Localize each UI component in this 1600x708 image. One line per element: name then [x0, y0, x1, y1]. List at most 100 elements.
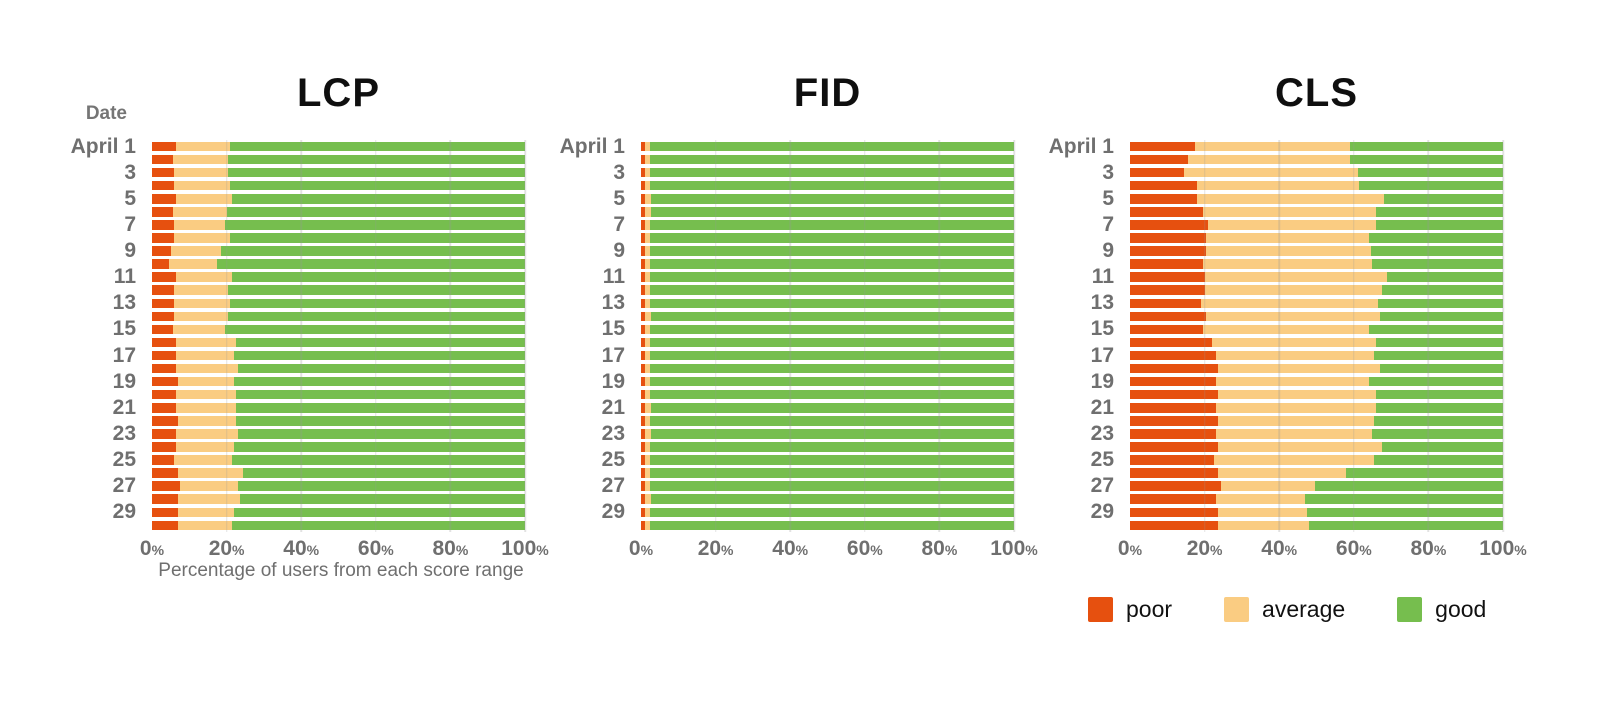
stacked-bar — [1130, 154, 1503, 165]
bar-segment-good — [234, 376, 525, 387]
stacked-bar — [1130, 468, 1503, 478]
bar-row — [152, 454, 525, 467]
y-tick-label: 27 — [601, 474, 625, 498]
bar-segment-average — [176, 272, 233, 282]
stacked-bar — [152, 376, 525, 387]
bar-segment-good — [234, 442, 525, 452]
bar-row — [1130, 258, 1503, 271]
bar-segment-poor — [641, 167, 645, 178]
bar-segment-average — [644, 403, 651, 413]
bar-segment-poor — [1130, 350, 1216, 361]
bar-segment-poor — [1130, 376, 1216, 387]
x-tick-label: 40% — [283, 537, 320, 560]
bar-segment-poor — [152, 429, 177, 439]
bar-segment-poor — [1130, 429, 1216, 439]
x-tick-label: 60% — [357, 537, 394, 560]
bar-segment-average — [176, 389, 236, 400]
y-tick-label: 3 — [1102, 160, 1114, 184]
bar-segment-average — [176, 350, 235, 361]
bar-segment-good — [649, 285, 1014, 295]
stacked-bar — [152, 389, 525, 400]
bar-segment-poor — [152, 403, 177, 413]
stacked-bar-plot-fid: 0% 20% 40% 60% 80% 100% — [629, 140, 1038, 560]
bar-row — [152, 218, 525, 231]
bar-row — [152, 388, 525, 401]
bar-row — [152, 310, 525, 323]
bar-row — [641, 414, 1014, 427]
bar-segment-good — [1376, 389, 1503, 400]
stacked-bar — [152, 194, 525, 204]
bar-segment-average — [644, 246, 650, 256]
bar-segment-poor — [1130, 468, 1218, 478]
bar-segment-poor — [1130, 272, 1205, 282]
stacked-bar — [1130, 194, 1503, 204]
bar-segment-poor — [152, 233, 175, 243]
bar-segment-average — [1206, 246, 1371, 256]
bar-row — [152, 205, 525, 218]
bar-segment-poor — [152, 167, 175, 178]
bar-segment-poor — [1130, 259, 1203, 269]
bar-segment-poor — [1130, 481, 1222, 491]
y-tick-label: 7 — [124, 212, 136, 236]
bar-segment-good — [1381, 442, 1503, 452]
y-tick-label: 13 — [601, 291, 625, 315]
y-tick-label: 17 — [601, 343, 625, 367]
bar-segment-good — [649, 154, 1014, 165]
y-tick-label: 13 — [1090, 291, 1114, 315]
bar-segment-average — [1221, 481, 1315, 491]
stacked-bar — [1130, 337, 1503, 348]
y-tick-label: 9 — [1102, 239, 1114, 263]
bar-row — [641, 454, 1014, 467]
y-tick-label: 29 — [601, 500, 625, 524]
bar-segment-poor — [641, 141, 645, 152]
stacked-bar — [1130, 520, 1503, 531]
bar-segment-good — [649, 389, 1014, 400]
y-tick-label: 21 — [112, 395, 136, 419]
bar-segment-good — [1376, 403, 1503, 413]
bar-segment-good — [650, 403, 1014, 413]
bar-row — [152, 467, 525, 480]
stacked-bar — [641, 442, 1014, 452]
bar-segment-average — [1217, 468, 1347, 478]
bar-segment-good — [649, 481, 1014, 491]
bar-segment-good — [1376, 220, 1503, 230]
bar-segment-good — [237, 429, 525, 439]
bar-row — [1130, 140, 1503, 153]
y-tick-label: 5 — [124, 186, 136, 210]
y-tick-label: 5 — [613, 186, 625, 210]
bar-segment-poor — [1130, 311, 1207, 322]
bar-segment-average — [644, 481, 650, 491]
bar-segment-average — [1184, 167, 1358, 178]
bar-segment-average — [644, 389, 650, 400]
y-tick-label: 11 — [602, 265, 625, 289]
bar-segment-poor — [1130, 324, 1203, 335]
y-tick-label: 23 — [1090, 422, 1114, 445]
bar-segment-average — [176, 429, 238, 439]
bar-segment-good — [232, 455, 525, 465]
bar-segment-good — [234, 350, 525, 361]
bar-segment-good — [1359, 180, 1503, 191]
stacked-bar — [152, 468, 525, 478]
bar-segment-good — [650, 507, 1014, 518]
stacked-bar — [641, 180, 1014, 191]
bar-segment-average — [174, 220, 225, 230]
stacked-bar — [1130, 324, 1503, 335]
stacked-bar — [152, 298, 525, 309]
bar-segment-average — [644, 298, 650, 309]
stacked-bar — [641, 298, 1014, 309]
bar-segment-good — [1346, 468, 1503, 478]
bar-row — [641, 375, 1014, 388]
bar-segment-good — [230, 298, 525, 309]
x-axis-title: Percentage of users from each score rang… — [158, 560, 524, 581]
bar-segment-good — [650, 272, 1014, 282]
bar-segment-good — [1307, 507, 1503, 518]
y-tick-label: 25 — [1090, 448, 1114, 472]
stacked-bar — [152, 507, 525, 518]
stacked-bar — [641, 455, 1014, 465]
bar-segment-average — [644, 285, 650, 295]
bar-segment-poor — [641, 207, 645, 217]
bar-segment-good — [649, 259, 1014, 269]
bar-segment-good — [1350, 154, 1503, 165]
bar-segment-poor — [641, 507, 645, 518]
